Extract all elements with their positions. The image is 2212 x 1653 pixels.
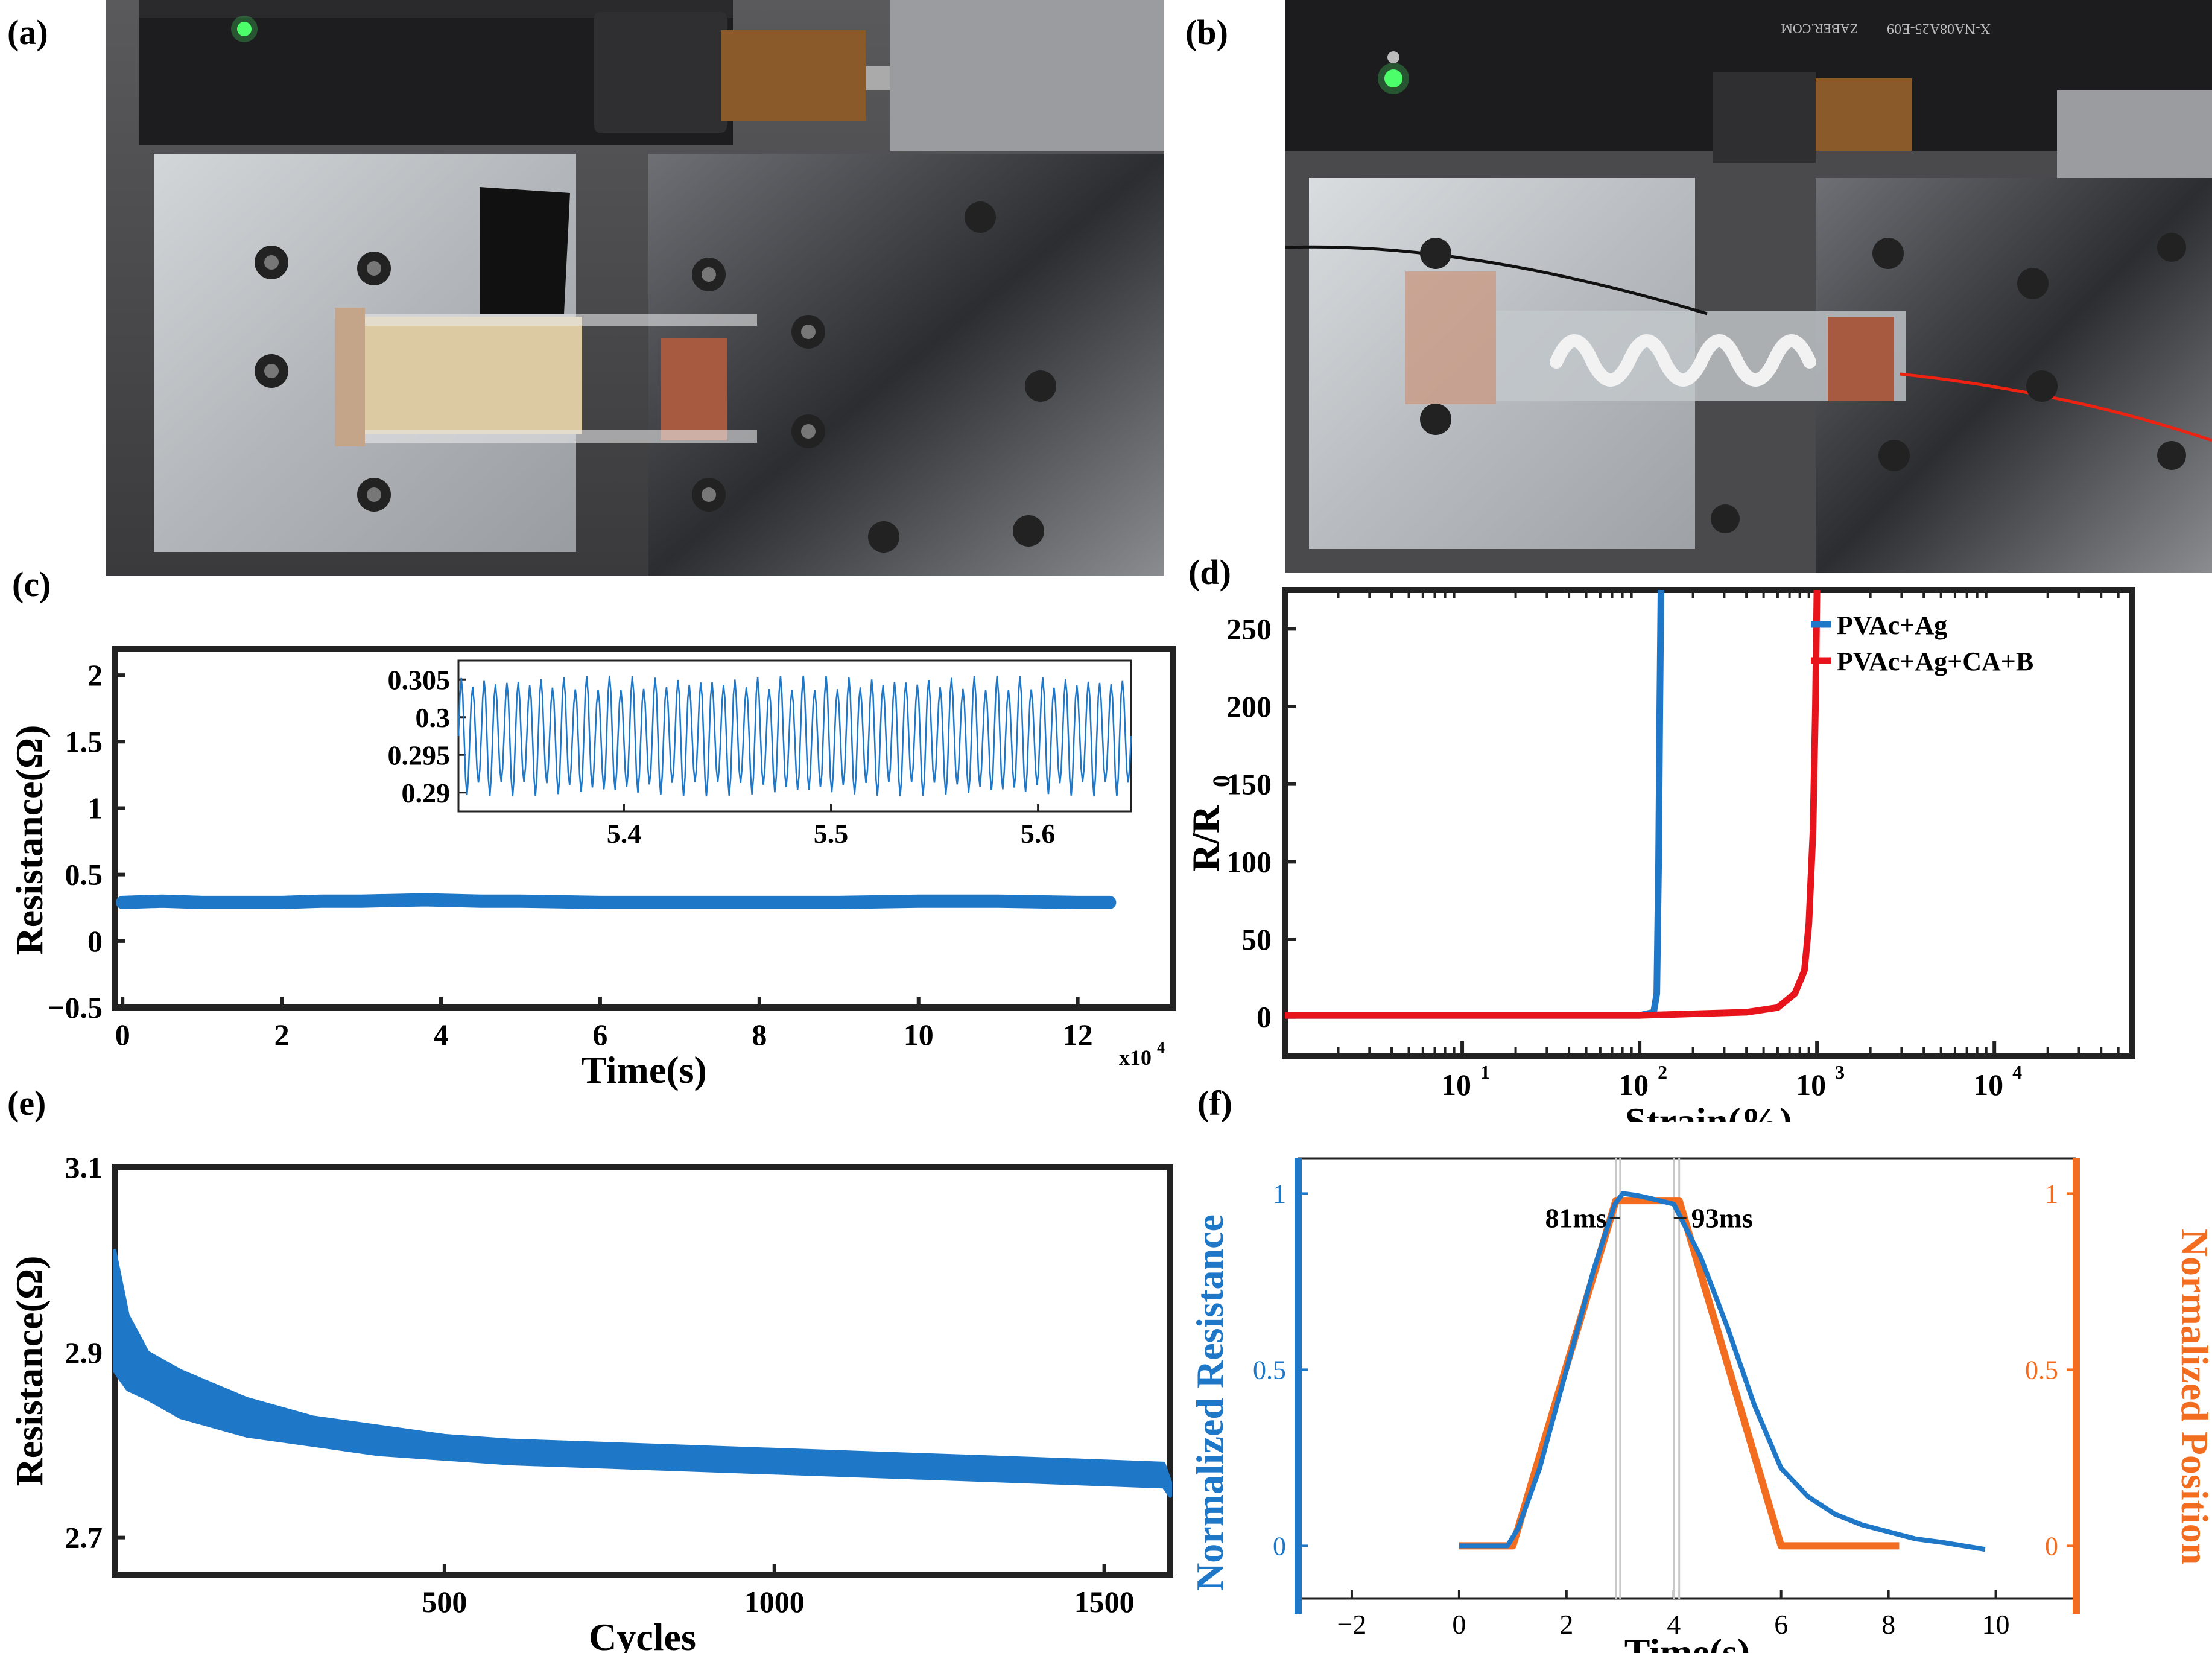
y-tick-label-right-f: 0.5 xyxy=(2025,1355,2058,1385)
x-tick-exp-d: 4 xyxy=(2012,1061,2022,1083)
inset-x-tick-label-c: 5.6 xyxy=(1021,818,1056,849)
y-axis-label-d: R/R xyxy=(1184,805,1227,872)
inset-y-tick-label-c: 0.305 xyxy=(388,664,451,695)
photo-b-brand: ZABER.COM xyxy=(1781,21,1858,36)
x-tick-label-d: 10 xyxy=(1973,1068,2003,1102)
inset-y-tick-label-c: 0.29 xyxy=(402,778,451,808)
x-tick-label-e: 1500 xyxy=(1074,1585,1135,1619)
x-tick-label-e: 500 xyxy=(422,1585,467,1619)
series-line-resistance-f xyxy=(1459,1191,1986,1552)
y-tick-label-right-f: 1 xyxy=(2045,1179,2058,1208)
panel-label-e: (e) xyxy=(7,1083,46,1123)
y-tick-label-d: 50 xyxy=(1241,922,1272,956)
photo-a-illustration xyxy=(106,0,1164,576)
x-tick-label-e: 1000 xyxy=(744,1585,805,1619)
y-tick-label-c: 1 xyxy=(87,791,103,825)
series-line-d-1 xyxy=(1285,590,1664,1019)
y-tick-label-left-f: 0.5 xyxy=(1253,1355,1286,1385)
panel-label-b: (b) xyxy=(1185,13,1228,52)
x-tick-exp-d: 3 xyxy=(1835,1061,1845,1083)
x-tick-label-c: 4 xyxy=(434,1018,449,1052)
x-tick-exp-d: 2 xyxy=(1658,1061,1667,1083)
panel-label-a: (a) xyxy=(7,13,48,52)
y-tick-label-d: 150 xyxy=(1226,767,1272,801)
inset-x-tick-label-c: 5.5 xyxy=(814,818,849,849)
x-tick-label-f: −2 xyxy=(1337,1609,1366,1640)
plot-frame-c xyxy=(112,646,1176,1011)
inset-y-tick-label-c: 0.295 xyxy=(388,740,451,770)
y-axis-label-right-f: Normalized Position xyxy=(2173,1229,2212,1564)
y-axis-label-left-f: Normalized Resistance xyxy=(1188,1214,1231,1591)
y-tick-label-c: 0.5 xyxy=(65,858,103,892)
y-tick-label-d: 200 xyxy=(1226,690,1272,723)
inset-x-tick-label-c: 5.4 xyxy=(607,818,642,849)
photo-b-illustration: X-NA08A25-E09 ZABER.COM xyxy=(1285,0,2212,573)
x-tick-label-c: 6 xyxy=(592,1018,607,1052)
x-tick-label-c: 0 xyxy=(115,1018,130,1052)
y-tick-label-left-f: 1 xyxy=(1273,1179,1286,1208)
x-tick-label-f: 0 xyxy=(1452,1609,1466,1640)
panel-label-d: (d) xyxy=(1188,553,1231,592)
x-tick-exp-d: 1 xyxy=(1480,1061,1490,1083)
inset-y-tick-label-c: 0.3 xyxy=(416,702,451,733)
plot-frame-d xyxy=(1282,587,2135,1059)
x-tick-label-f: 10 xyxy=(1982,1609,2010,1640)
photo-b-label: X-NA08A25-E09 xyxy=(1887,21,1991,36)
x-tick-label-c: 12 xyxy=(1063,1018,1093,1052)
y-tick-label-d: 0 xyxy=(1257,1000,1272,1034)
annotation-rise-f: 81ms xyxy=(1545,1202,1606,1233)
x-tick-label-f: 8 xyxy=(1881,1609,1895,1640)
y-axis-label-sub-d: 0 xyxy=(1208,775,1235,787)
series-line-d-2 xyxy=(1285,590,1821,1019)
x-tick-label-f: 2 xyxy=(1559,1609,1573,1640)
x-tick-label-d: 10 xyxy=(1618,1068,1649,1102)
y-tick-label-c: 2 xyxy=(87,658,103,692)
x-tick-label-f: 4 xyxy=(1667,1609,1681,1640)
panel-label-c: (c) xyxy=(12,565,51,604)
x-axis-label-d: Strain(%) xyxy=(1625,1100,1792,1122)
x-tick-label-f: 6 xyxy=(1774,1609,1788,1640)
y-tick-label-e: 2.9 xyxy=(65,1336,103,1369)
y-tick-label-c: 1.5 xyxy=(65,725,103,758)
y-tick-label-left-f: 0 xyxy=(1273,1531,1286,1561)
y-tick-label-c: −0.5 xyxy=(48,991,103,1024)
x-tick-label-c: 10 xyxy=(904,1018,934,1052)
y-tick-label-d: 100 xyxy=(1226,845,1272,878)
y-axis-label-e: Resistance(Ω) xyxy=(8,1256,51,1486)
x-tick-label-d: 10 xyxy=(1796,1068,1826,1102)
y-tick-label-e: 3.1 xyxy=(65,1150,103,1184)
x-tick-label-d: 10 xyxy=(1441,1068,1471,1102)
photo-a xyxy=(106,0,1164,576)
legend-label-d-2: PVAc+Ag+CA+B xyxy=(1837,647,2033,676)
plot-frame-e xyxy=(112,1164,1173,1578)
annotation-fall-f: 93ms xyxy=(1691,1202,1753,1233)
panel-label-f: (f) xyxy=(1197,1083,1232,1123)
x-multiplier-exp-c: 4 xyxy=(1157,1039,1165,1056)
inset-series-line-c xyxy=(457,675,1132,797)
x-axis-label-e: Cycles xyxy=(589,1616,696,1653)
chart-c: −0.5 0 0.5 1 1.5 2 0 2 4 6 8 10 12 x10 4 Time(s) Resista… xyxy=(8,646,1176,1091)
photo-b: X-NA08A25-E09 ZABER.COM xyxy=(1285,0,2212,573)
series-band-e xyxy=(113,1249,1172,1498)
x-axis-label-f: Time(s) xyxy=(1624,1631,1751,1653)
y-tick-label-d: 250 xyxy=(1226,612,1272,646)
y-axis-label-c: Resistance(Ω) xyxy=(8,725,51,956)
x-axis-label-c: Time(s) xyxy=(581,1049,707,1091)
chart-d: 0 50 100 150 200 250 10 1 10 2 10 3 10 4 Strain(%) R/R 0… xyxy=(1184,587,2135,1122)
x-tick-label-c: 8 xyxy=(752,1018,767,1052)
chart-e: 2.7 2.9 3.1 500 1000 1500 Cycles Resistance(Ω) xyxy=(8,1150,1173,1653)
y-tick-label-right-f: 0 xyxy=(2045,1531,2058,1561)
y-tick-label-e: 2.7 xyxy=(65,1521,103,1555)
x-tick-label-c: 2 xyxy=(274,1018,290,1052)
y-tick-label-c: 0 xyxy=(87,924,103,958)
x-multiplier-c: x10 xyxy=(1119,1045,1152,1070)
series-line-c xyxy=(116,893,1117,909)
legend-label-d-1: PVAc+Ag xyxy=(1837,611,1947,640)
